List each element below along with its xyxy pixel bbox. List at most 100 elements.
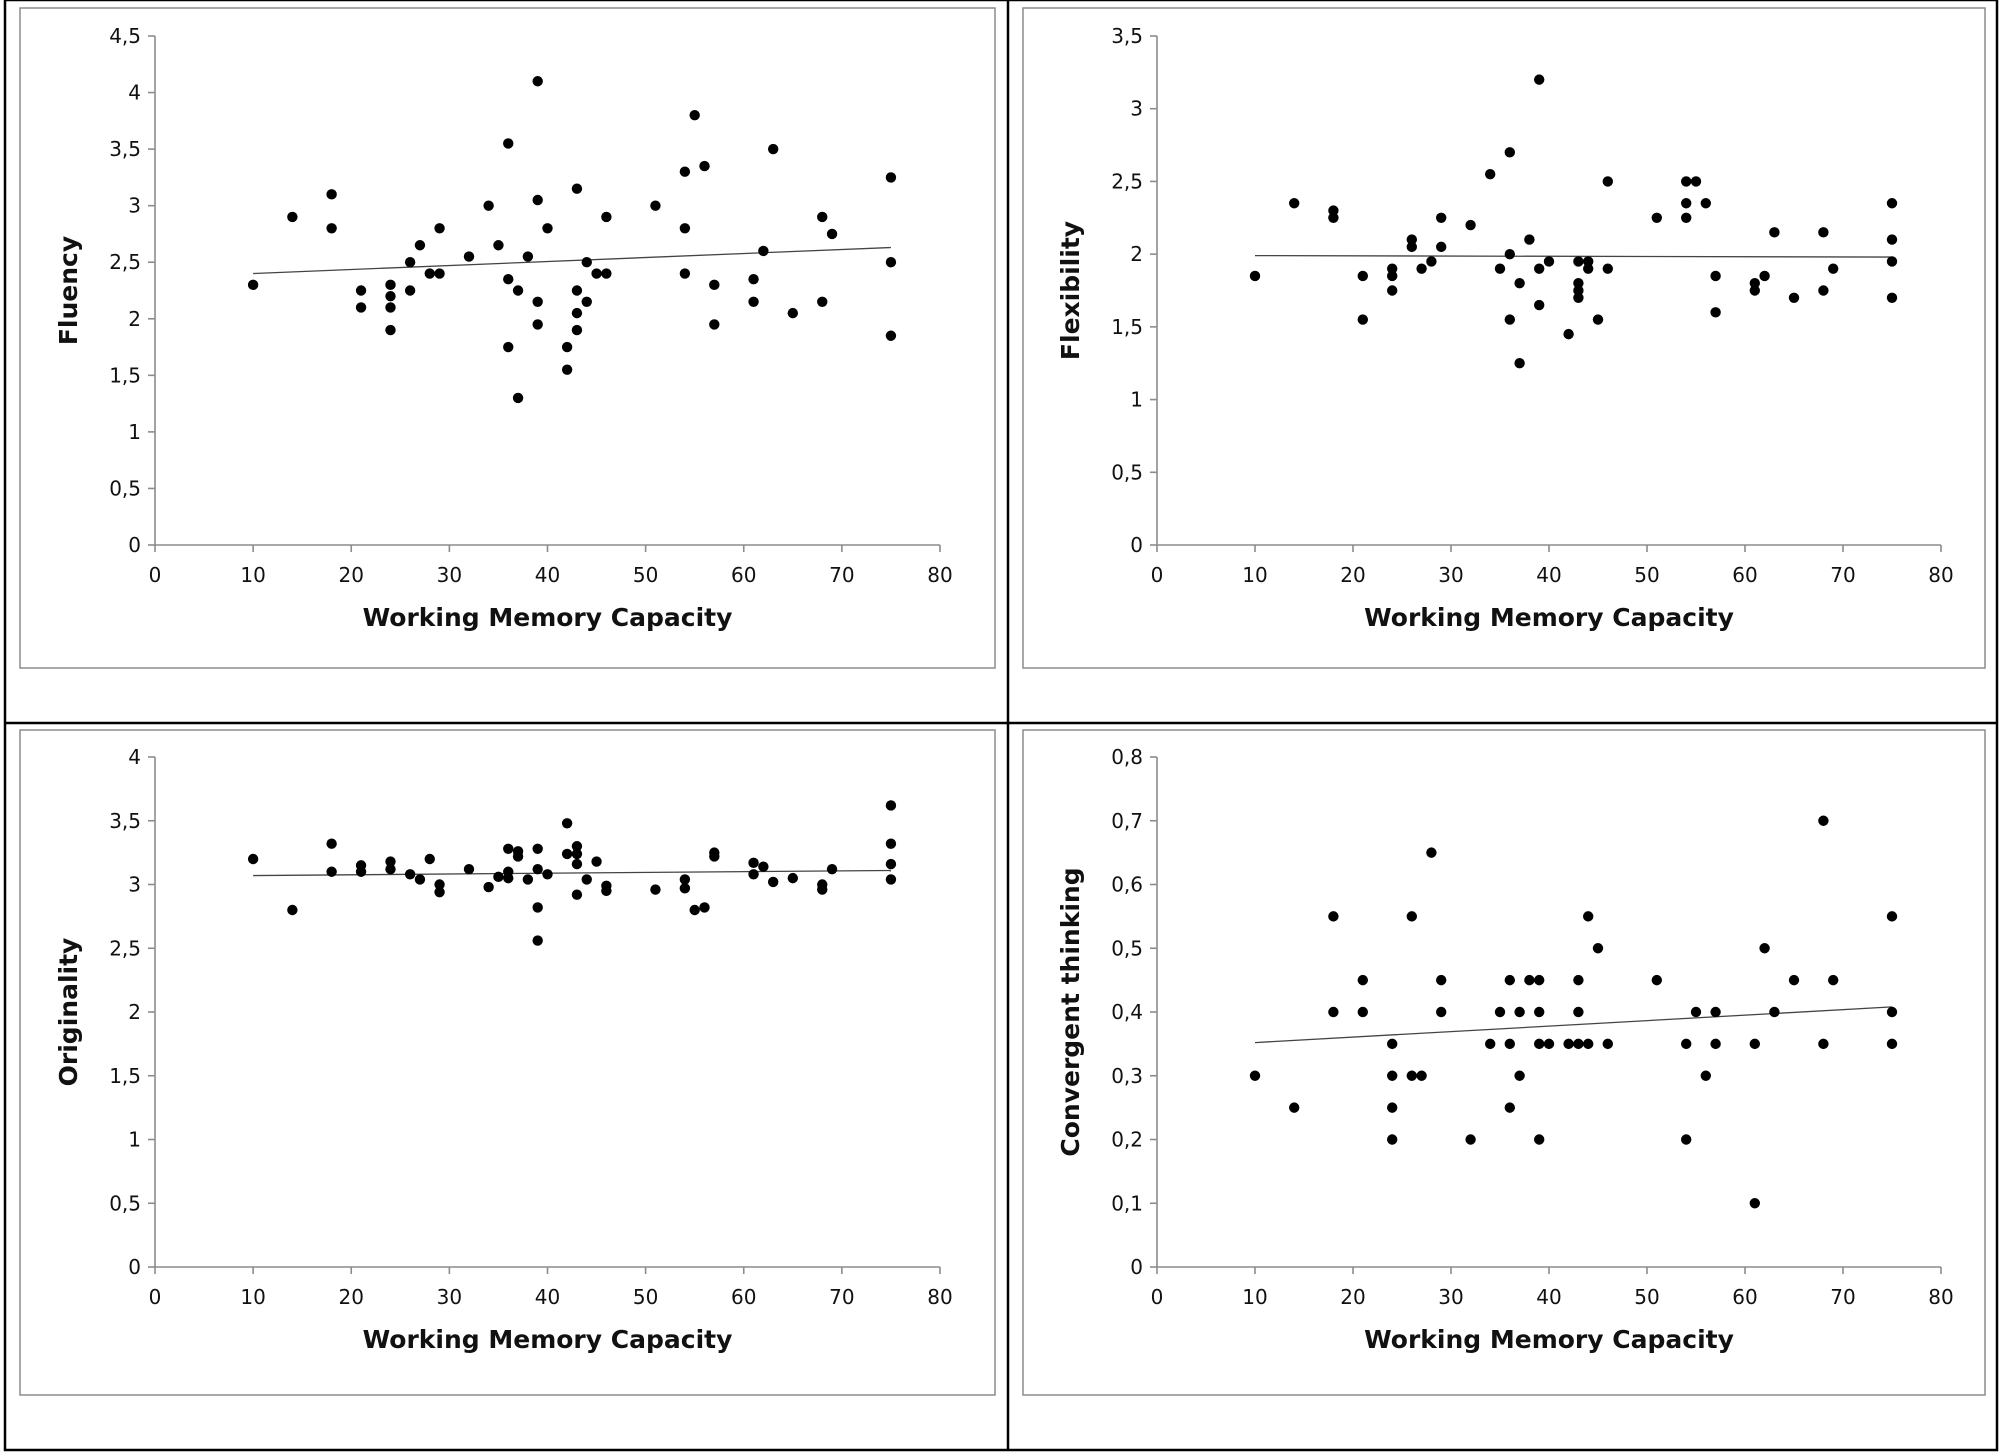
data-point (1387, 1070, 1398, 1081)
trendline (1254, 1006, 1893, 1044)
x-tick-label: 70 (829, 563, 854, 587)
data-point (1416, 263, 1427, 274)
data-point (650, 200, 661, 211)
data-point (1504, 1038, 1516, 1050)
x-tick-label: 20 (1340, 563, 1365, 587)
data-point (1651, 212, 1663, 223)
data-point (1534, 299, 1545, 311)
y-tick-label: 0,5 (1111, 460, 1143, 484)
y-tick-label: 2 (128, 307, 141, 331)
data-point (483, 881, 494, 893)
data-point (689, 904, 700, 916)
y-tick-label: 2,5 (1111, 169, 1143, 193)
x-tick-label: 60 (731, 1285, 756, 1309)
data-point (1749, 285, 1761, 296)
data-point (1534, 1134, 1545, 1145)
data-point (1387, 263, 1398, 274)
y-tick-label: 3,5 (1111, 24, 1143, 48)
data-point (679, 268, 691, 279)
x-axis-title: Working Memory Capacity (1364, 603, 1734, 632)
data-point (1651, 974, 1663, 986)
data-point (1583, 263, 1594, 274)
data-point (1681, 1038, 1692, 1050)
data-point (1818, 285, 1829, 296)
data-point (885, 172, 897, 183)
data-point (493, 240, 504, 251)
data-point (1818, 815, 1829, 826)
data-point (542, 869, 553, 880)
data-point (1387, 1038, 1398, 1050)
data-point (1681, 212, 1692, 223)
data-point (1573, 974, 1584, 986)
data-point (561, 364, 573, 375)
data-point (748, 296, 759, 308)
data-point (1534, 1006, 1545, 1018)
chart-convergent-thinking: 0 0,1 0,2 0,3 0,4 0,5 0,6 0,7 0,8 0 10 20 30 40 50 60 70… (1056, 745, 1954, 1354)
data-point (826, 228, 838, 240)
data-point (885, 800, 897, 811)
data-point (532, 194, 543, 206)
chart-frame-convergent-thinking (1022, 729, 1986, 1396)
data-point (1387, 1134, 1398, 1145)
data-point (1788, 974, 1800, 986)
data-point (1690, 176, 1702, 187)
data-point (542, 223, 553, 234)
x-tick-label: 60 (1732, 563, 1757, 587)
data-point (1602, 1038, 1614, 1050)
y-tick-label: 4,5 (109, 24, 141, 48)
x-tick-label: 80 (927, 1285, 952, 1309)
y-tick-label: 0,5 (109, 1191, 141, 1215)
data-point (1357, 1006, 1369, 1018)
x-tick-label: 30 (437, 1285, 462, 1309)
data-point (532, 935, 543, 946)
y-tick-label: 0 (128, 1255, 141, 1279)
y-tick-label: 0,5 (109, 476, 141, 500)
data-point (1328, 205, 1339, 216)
chart-fluency: 0 0,5 1 1,5 2 2,5 3 3,5 4 4,5 0 10 20 30 40 50 60 70 80 Wor… (54, 24, 953, 632)
data-point (424, 268, 435, 279)
data-point (885, 330, 897, 341)
data-point (1406, 234, 1418, 245)
data-point (1514, 1070, 1525, 1081)
y-tick-label: 0,8 (1111, 745, 1143, 769)
data-point (679, 883, 691, 894)
x-tick-label: 60 (1732, 1285, 1757, 1309)
data-point (1602, 176, 1614, 187)
data-point (287, 904, 298, 916)
data-point (571, 324, 583, 336)
data-point (503, 872, 514, 884)
data-point (385, 324, 396, 336)
chart-originality: 00,511,522,533,540 10 20 30 40 50 60 70 80Workin… (54, 745, 953, 1354)
y-tick-label: 4 (128, 745, 141, 769)
data-point (679, 223, 691, 234)
data-point (434, 268, 445, 279)
data-point (1357, 270, 1369, 282)
data-point (1436, 1006, 1447, 1018)
data-point (532, 902, 543, 913)
y-tick-label: 1,5 (109, 363, 141, 387)
data-point (1524, 974, 1535, 986)
y-tick-label: 3,5 (109, 809, 141, 833)
data-point (385, 302, 396, 313)
x-tick-label: 60 (731, 563, 756, 587)
data-point (885, 257, 897, 268)
data-point (787, 307, 799, 319)
data-point (748, 273, 759, 285)
data-point (1681, 198, 1692, 209)
data-point (1387, 270, 1398, 282)
x-tick-label: 40 (1536, 563, 1561, 587)
y-axis-title: Fluency (54, 236, 83, 345)
data-point (1436, 241, 1447, 253)
data-point (1328, 911, 1339, 922)
data-point (1524, 234, 1535, 245)
data-point (817, 211, 828, 223)
data-point (748, 869, 759, 880)
data-point (1289, 198, 1300, 209)
data-point (1583, 256, 1594, 267)
data-point (1573, 278, 1584, 289)
data-point (1514, 358, 1525, 369)
data-point (404, 285, 416, 296)
data-point (1504, 147, 1516, 158)
data-point (1886, 1006, 1898, 1018)
data-point (1406, 1070, 1418, 1081)
